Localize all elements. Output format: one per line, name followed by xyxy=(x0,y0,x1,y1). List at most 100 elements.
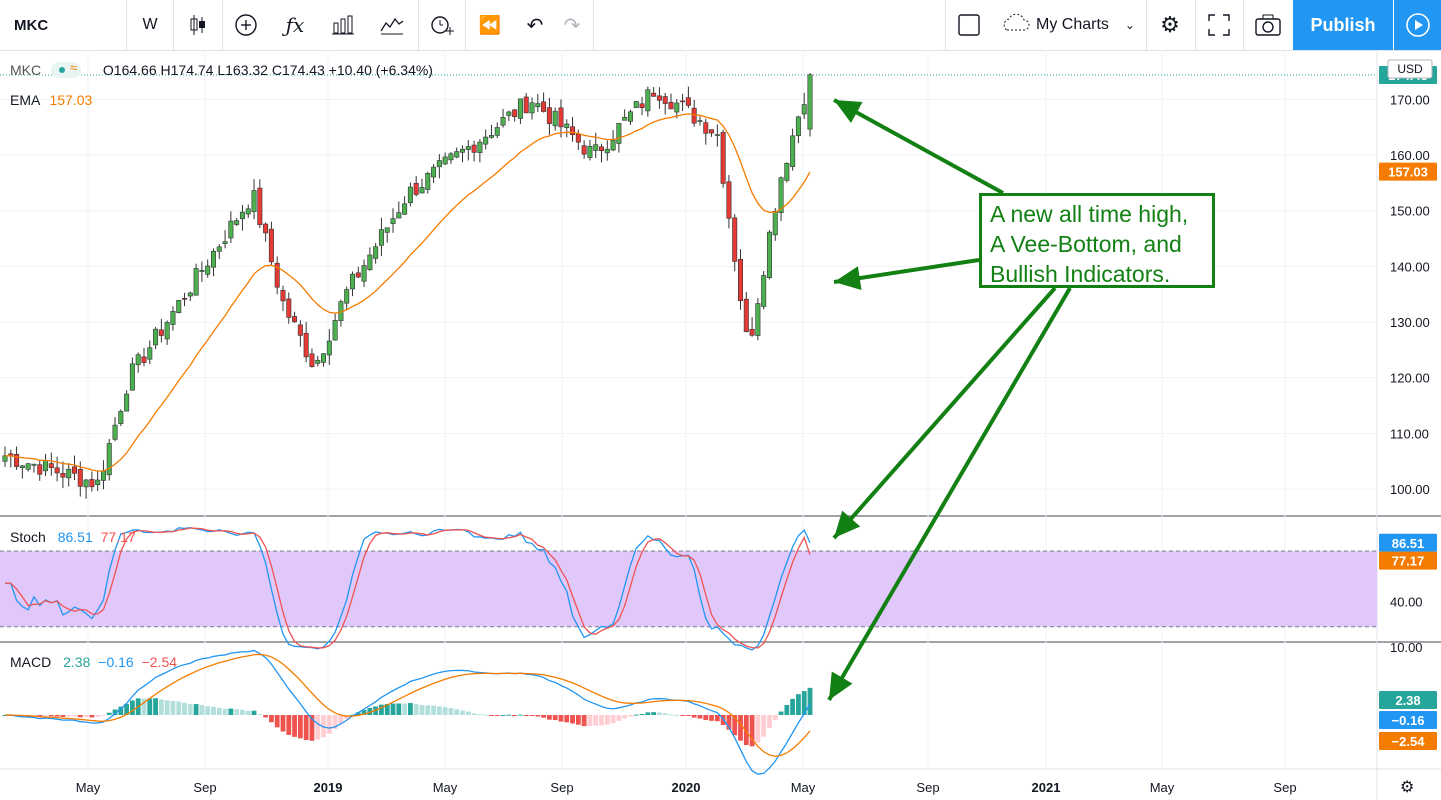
candle xyxy=(239,211,245,220)
candle xyxy=(743,298,749,332)
ema-line xyxy=(4,113,811,472)
candle xyxy=(442,156,448,165)
candle xyxy=(662,96,668,104)
candle xyxy=(784,162,790,181)
ema-badge-text: 157.03 xyxy=(1388,165,1428,180)
macd-bar xyxy=(645,712,651,715)
macd-bar xyxy=(54,715,60,717)
candles-icon[interactable] xyxy=(174,0,222,50)
camera-icon[interactable] xyxy=(1244,0,1292,50)
candle xyxy=(141,356,147,363)
candle xyxy=(268,228,274,263)
x-tick-label: 2019 xyxy=(314,780,343,795)
legend-high: H174.74 xyxy=(160,62,214,78)
indicators-icon[interactable]: ƒx xyxy=(285,13,305,37)
alert-icon[interactable] xyxy=(419,0,465,50)
macd-bar xyxy=(749,715,755,747)
macd-bar xyxy=(407,703,413,715)
annotation-line: Bullish Indicators. xyxy=(990,261,1171,287)
candle xyxy=(199,270,205,272)
interval-button[interactable]: W xyxy=(142,16,158,33)
annotation-box[interactable]: A new all time high, A Vee-Bottom, and B… xyxy=(979,193,1215,288)
macd-bar xyxy=(709,715,714,721)
fullscreen-icon[interactable] xyxy=(1196,0,1242,50)
macd-bar xyxy=(639,714,645,716)
candle xyxy=(14,454,20,467)
candle xyxy=(384,227,390,233)
gear-icon[interactable]: ⚙ xyxy=(1160,12,1180,37)
macd-bar xyxy=(506,714,512,716)
y-tick-label: 140.00 xyxy=(1390,259,1430,274)
symbol-search[interactable]: MKC xyxy=(14,16,49,34)
macd-bar xyxy=(558,715,564,722)
x-tick-label: May xyxy=(76,780,101,795)
candle xyxy=(106,443,112,476)
candle xyxy=(575,133,581,143)
compare-add-icon[interactable] xyxy=(223,0,269,50)
candle xyxy=(703,122,709,134)
candle xyxy=(639,103,645,108)
candle xyxy=(517,98,523,119)
macd-bar xyxy=(425,705,431,715)
macd-bar xyxy=(413,704,419,715)
candle xyxy=(187,292,193,297)
macd-bar xyxy=(60,715,66,717)
candle xyxy=(425,173,431,190)
macd-bar xyxy=(309,715,315,741)
candle xyxy=(112,424,118,440)
candle xyxy=(66,468,72,479)
candle xyxy=(651,92,657,97)
macd-bar xyxy=(297,715,303,739)
publish-button[interactable]: Publish xyxy=(1293,0,1393,50)
candle xyxy=(193,268,199,296)
candle xyxy=(460,148,466,153)
candle xyxy=(616,123,622,144)
macd-bar xyxy=(199,705,205,715)
macd-bar xyxy=(703,715,709,721)
x-tick-label: Sep xyxy=(1273,780,1296,795)
macd-bar xyxy=(43,715,48,717)
undo-icon[interactable]: ↶ xyxy=(526,14,544,37)
macd-bar xyxy=(216,707,222,715)
candle xyxy=(25,463,31,470)
macd-bar xyxy=(89,715,95,718)
macd-bar xyxy=(790,698,796,715)
candle xyxy=(373,246,379,259)
candle xyxy=(100,470,106,481)
stoch-d-badge: 77.17 xyxy=(1379,551,1437,570)
axis-gear-icon: ⚙ xyxy=(1400,779,1414,796)
candle xyxy=(674,102,680,113)
candle xyxy=(390,218,396,224)
annotation-line: A new all time high, xyxy=(990,201,1189,227)
ema-value: 157.03 xyxy=(49,92,93,108)
macd-hist-badge-text: 2.38 xyxy=(1395,693,1420,708)
my-charts-button[interactable]: My Charts ⌄ xyxy=(1000,0,1145,50)
candle xyxy=(413,183,419,195)
macd-signal-badge-bg xyxy=(1379,732,1437,750)
replay-icon[interactable]: ⏪ xyxy=(478,14,502,35)
macd-signal-line xyxy=(4,653,811,757)
candle xyxy=(529,102,535,114)
macd-bar xyxy=(628,715,633,717)
candle xyxy=(477,141,483,153)
macd-bar xyxy=(442,707,448,715)
candle xyxy=(454,151,460,158)
candle xyxy=(216,246,222,252)
cloud-icon xyxy=(1000,13,1030,37)
layout-icon[interactable] xyxy=(946,0,992,50)
templates-icon[interactable] xyxy=(320,0,366,50)
candle xyxy=(182,298,188,300)
macd-bar xyxy=(529,715,535,716)
macd-bar xyxy=(796,694,801,715)
redo-icon[interactable]: ↷ xyxy=(563,14,581,37)
candle xyxy=(95,479,101,486)
stoch-name: Stoch xyxy=(10,529,46,545)
macd-bar xyxy=(170,700,176,715)
compare-icon[interactable] xyxy=(369,0,415,50)
macd-bar xyxy=(512,715,518,716)
candle xyxy=(228,220,234,239)
play-icon[interactable] xyxy=(1394,0,1441,50)
candle xyxy=(135,354,141,366)
candle xyxy=(494,127,500,136)
chart-area[interactable]: May Sep 2019 May Sep 2020 May Sep 2021 May Sep 100.… xyxy=(0,50,1441,800)
